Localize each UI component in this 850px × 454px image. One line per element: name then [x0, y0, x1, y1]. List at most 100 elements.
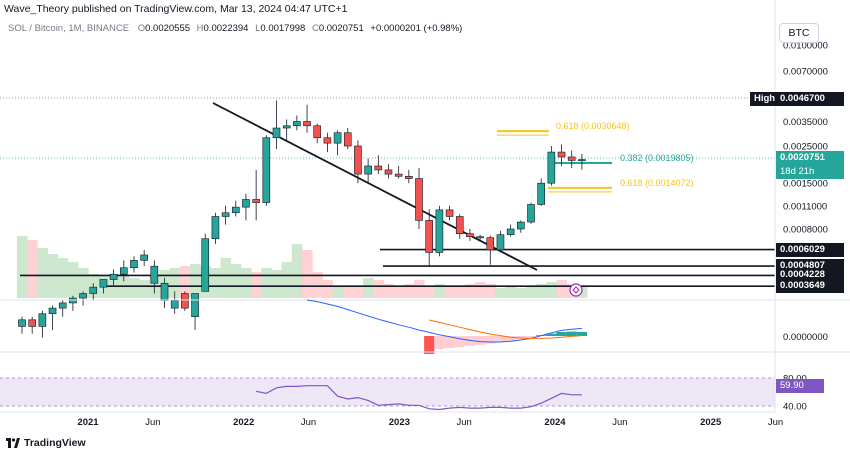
time-tick-label: Jun [768, 417, 783, 428]
volume-area-segment [546, 282, 557, 298]
low-value: 0.0017998 [260, 23, 306, 34]
candle-body [394, 173, 403, 177]
volume-area-segment [363, 278, 374, 298]
fib-level-label: 0.618 (0.0030648) [556, 121, 630, 132]
high-tag: High [750, 92, 780, 106]
macd-histogram-bar [454, 336, 465, 348]
volume-area-segment [495, 288, 507, 298]
tradingview-logo[interactable]: TradingView [6, 437, 86, 449]
volume-area-segment [475, 282, 486, 298]
candle-body [486, 237, 495, 251]
signal-line [429, 319, 582, 339]
candle-body [537, 182, 545, 205]
publisher-line: Wave_Theory published on TradingView.com… [4, 3, 348, 15]
price-tick-label: 0.0100000 [783, 41, 828, 52]
candles[interactable] [18, 100, 586, 338]
price-tick-label: 0.0035000 [783, 117, 828, 128]
volume-area-segment [37, 248, 48, 298]
price-pane[interactable] [0, 30, 775, 338]
candle-body [476, 236, 484, 239]
volume-area-segment [128, 278, 140, 298]
open-value: 0.0020555 [145, 23, 191, 34]
volume-area-segment [301, 250, 313, 298]
volume-area-segment [139, 280, 150, 298]
candle-body [130, 260, 138, 269]
support-price-tag: 0.0004228 [776, 268, 844, 283]
volume-area-segment [332, 286, 344, 298]
price-tick-label: 0.0008000 [783, 225, 828, 236]
time-axis[interactable]: 2021 Jun 2022 Jun 2023 Jun 2024 Jun 2025 Jun [77, 417, 783, 428]
candle-body [79, 293, 87, 299]
macd-histogram-bar [475, 336, 486, 345]
volume-area-segment [454, 286, 466, 298]
candle-body [445, 209, 454, 217]
macd-line [306, 299, 582, 343]
volume-area-segment [169, 268, 181, 298]
volume-area-segment [352, 286, 364, 298]
candle-body [354, 145, 362, 175]
volume-area-segment [261, 268, 272, 298]
candle-body [99, 279, 108, 288]
rsi-line [255, 385, 582, 411]
ohlc-legend: SOL / Bitcoin, 1M, BINANCE O0.0020555 H0… [8, 23, 463, 34]
support-levels[interactable] [20, 248, 775, 287]
volume-area-segment [27, 240, 38, 298]
candle-body [150, 265, 159, 284]
price-tick-label: 0.0015000 [783, 179, 828, 190]
candle-body [364, 165, 372, 175]
volume-area-segment [271, 270, 283, 298]
price-tick-label: 0.0025000 [783, 142, 828, 153]
rsi-value-tag: 59.90 [776, 379, 824, 393]
volume-area-segment [373, 280, 384, 298]
time-tick-label: 2024 [544, 417, 566, 428]
volume-area-segment [413, 280, 425, 298]
candle-body [28, 319, 36, 327]
volume-area-segment [57, 258, 69, 298]
symbol-name[interactable]: SOL / Bitcoin, 1M, BINANCE [8, 23, 130, 34]
support-price-tag: 0.0003649 [776, 279, 844, 294]
macd-histogram [424, 331, 587, 354]
volume-area-segment [230, 264, 242, 298]
fibonacci-levels[interactable] [497, 130, 612, 193]
indicator-badge[interactable] [569, 283, 583, 297]
candle-body [18, 319, 26, 327]
fib-level-label: 0.382 (0.0019805) [620, 152, 694, 163]
volume-area-segment [424, 286, 435, 298]
candle-body [140, 254, 148, 261]
candle-body [170, 300, 179, 309]
macd-pane[interactable] [306, 299, 587, 354]
candle-body [231, 206, 240, 214]
rsi-pane[interactable] [0, 377, 775, 411]
candle-body [272, 127, 281, 139]
time-tick-label: Jun [301, 417, 316, 428]
candle-body [405, 175, 413, 179]
volume-area-segment [240, 268, 252, 298]
candle-body [303, 121, 311, 127]
macd-histogram-bar [556, 332, 567, 336]
time-tick-label: Jun [457, 417, 472, 428]
candle-body [262, 137, 271, 203]
candle-body [527, 204, 535, 223]
candle-body [211, 216, 220, 240]
volume-area-segment [77, 268, 89, 298]
currency-badge[interactable]: BTC [779, 23, 819, 43]
macd-zero-label: 0.0000000 [783, 332, 828, 343]
candle-body [333, 132, 342, 144]
candle-body [384, 169, 393, 175]
candle-body [567, 156, 576, 161]
candle-body [109, 273, 118, 280]
trendline[interactable] [212, 102, 538, 271]
volume-area-segment [67, 262, 79, 298]
candle-body [415, 178, 423, 221]
candle-body [455, 216, 464, 235]
countdown-tag: 18d 21h [776, 165, 844, 179]
high-value: 0.0022394 [203, 23, 249, 34]
support-price-tag: 0.0006029 [776, 242, 844, 257]
volume-area-segment [525, 286, 537, 298]
volume-area-segment [16, 236, 28, 298]
time-tick-label: 2025 [700, 417, 722, 428]
candle-body [517, 221, 525, 230]
macd-histogram-bar [485, 336, 496, 344]
rsi-band [0, 378, 775, 406]
